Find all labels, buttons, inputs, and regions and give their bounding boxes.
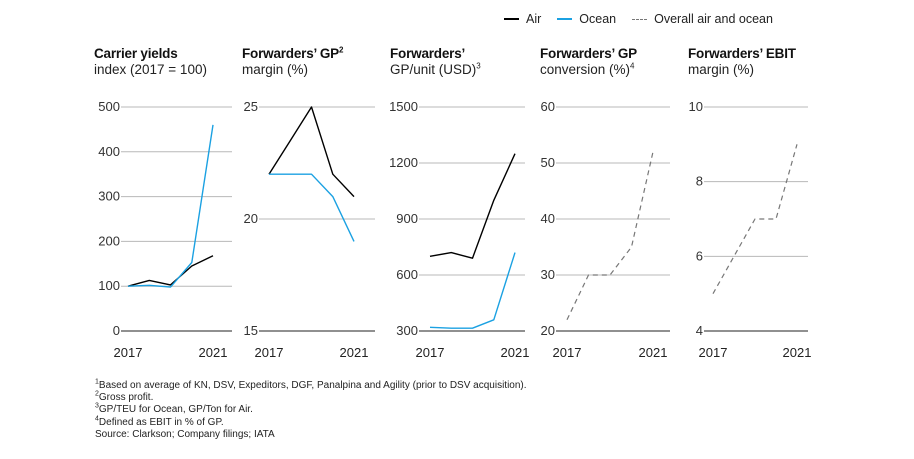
panel-subtitle-text: index (2017 = 100)	[94, 62, 207, 77]
legend-swatch-air	[504, 18, 519, 20]
footnote-ref: 4	[630, 61, 635, 71]
y-tick-label: 15	[244, 323, 258, 338]
y-tick-label: 300	[98, 189, 120, 204]
legend-swatch-overall	[632, 18, 648, 20]
panel-title-text: Carrier yields	[94, 46, 178, 61]
series-line-air	[127, 255, 214, 287]
y-tick-label: 60	[541, 99, 555, 114]
y-tick-label: 20	[541, 323, 555, 338]
y-tick-label: 50	[541, 155, 555, 170]
footnote-3: 3GP/TEU for Ocean, GP/Ton for Air.	[95, 403, 253, 416]
series-line-air	[429, 153, 516, 259]
footnote-ref: 2	[339, 45, 344, 55]
legend-item-ocean: Ocean	[557, 12, 616, 26]
panel-title-ebit-margin: Forwarders’ EBIT margin (%)	[688, 46, 796, 78]
panel-title-text: Forwarders’	[390, 46, 466, 61]
panel-title-text: Forwarders’ GP	[540, 46, 637, 61]
legend-label-ocean: Ocean	[579, 12, 617, 26]
series-line-overall	[566, 151, 654, 321]
series-line-ocean	[127, 124, 214, 288]
x-tick-label: 2021	[501, 345, 530, 360]
panel-title-text: Forwarders’ GP	[242, 46, 339, 61]
y-tick-label: 400	[98, 144, 120, 159]
panel-title-carrier-yields: Carrier yields index (2017 = 100)	[94, 46, 207, 78]
series-line-ocean	[429, 252, 516, 329]
panel-subtitle-text: margin (%)	[242, 62, 309, 77]
series-line-ocean	[269, 173, 355, 242]
y-tick-label: 600	[396, 267, 418, 282]
y-tick-label: 200	[98, 233, 120, 248]
x-tick-label: 2017	[699, 345, 728, 360]
y-tick-label: 40	[541, 211, 555, 226]
y-tick-label: 10	[689, 99, 703, 114]
panel-subtitle-text: GP/unit (USD)	[390, 62, 477, 77]
x-tick-label: 2017	[553, 345, 582, 360]
series-line-overall	[712, 144, 798, 294]
y-tick-label: 500	[98, 99, 120, 114]
y-tick-label: 300	[396, 323, 418, 338]
footnote-2: 2Gross profit.	[95, 390, 154, 404]
x-tick-label: 2017	[416, 345, 445, 360]
y-tick-label: 25	[244, 99, 258, 114]
x-tick-label: 2017	[114, 345, 143, 360]
legend-label-air: Air	[526, 12, 542, 26]
legend-swatch-ocean	[557, 18, 573, 20]
panel-title-gp-conversion: Forwarders’ GP conversion (%)4	[540, 46, 637, 78]
footnotes: 1Based on average of KN, DSV, Expeditors…	[95, 378, 527, 441]
y-tick-label: 30	[541, 267, 555, 282]
footnote-ref: 3	[476, 61, 481, 71]
y-tick-label: 0	[113, 323, 120, 338]
y-tick-label: 1200	[389, 155, 418, 170]
y-tick-label: 20	[244, 211, 258, 226]
legend-item-overall: Overall air and ocean	[632, 12, 773, 26]
footnote-1: 1Based on average of KN, DSV, Expeditors…	[95, 378, 527, 391]
x-tick-label: 2021	[639, 345, 668, 360]
y-tick-label: 6	[696, 248, 703, 263]
x-tick-label: 2021	[783, 345, 812, 360]
y-tick-label: 100	[98, 278, 120, 293]
panel-title-gp-unit: Forwarders’ GP/unit (USD)3	[390, 46, 481, 78]
panel-title-gp-margin: Forwarders’ GP2 margin (%)	[242, 46, 343, 78]
footnote-4: 4Defined as EBIT in % of GP.	[95, 415, 224, 428]
chart-legend: Air Ocean Overall air and ocean	[504, 10, 789, 28]
source-note: Source: Clarkson; Company filings; IATA	[95, 428, 275, 440]
x-tick-label: 2021	[340, 345, 369, 360]
panel-subtitle-text: conversion (%)	[540, 62, 631, 77]
panel-title-text: Forwarders’ EBIT	[688, 46, 796, 61]
y-tick-label: 900	[396, 211, 418, 226]
legend-label-overall: Overall air and ocean	[654, 12, 773, 26]
x-tick-label: 2021	[199, 345, 228, 360]
legend-item-air: Air	[504, 12, 541, 26]
y-tick-label: 4	[696, 323, 703, 338]
y-tick-label: 1500	[389, 99, 418, 114]
y-tick-label: 8	[696, 174, 703, 189]
panel-subtitle-text: margin (%)	[688, 62, 755, 77]
series-line-air	[268, 106, 355, 198]
x-tick-label: 2017	[255, 345, 284, 360]
